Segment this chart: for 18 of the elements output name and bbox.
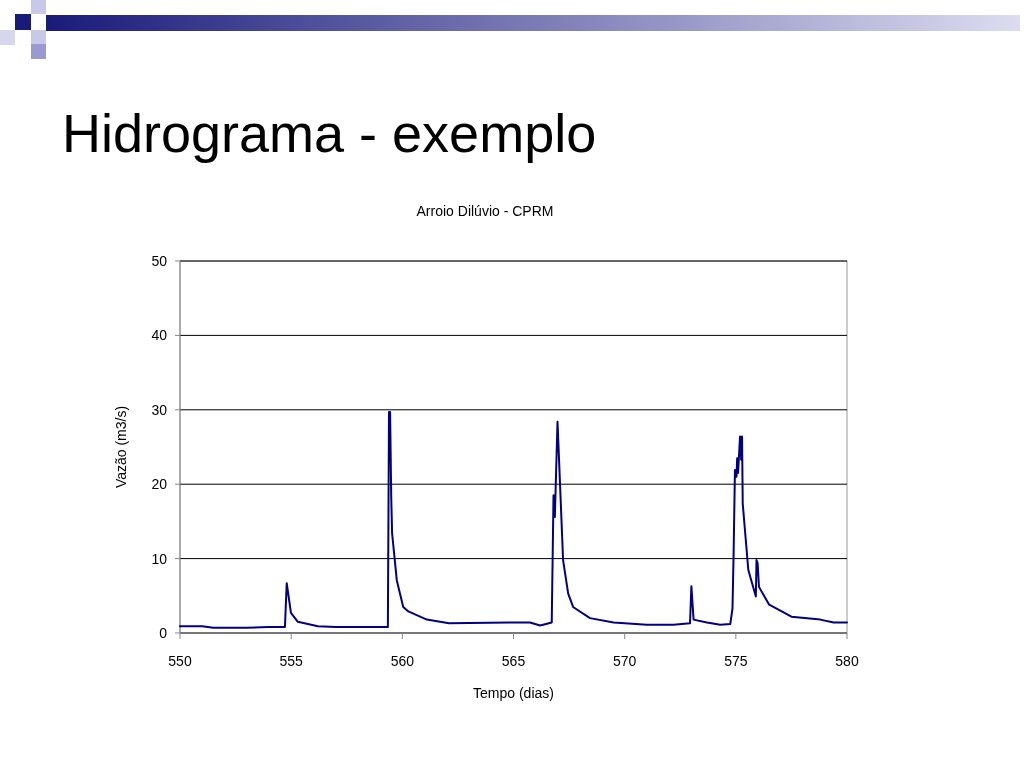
y-tick-label: 40 bbox=[151, 327, 168, 344]
x-tick-label: 565 bbox=[501, 653, 526, 669]
y-tick-label: 0 bbox=[159, 624, 168, 641]
y-tick-label: 10 bbox=[151, 550, 168, 567]
line-series bbox=[179, 411, 848, 629]
x-tick-label: 560 bbox=[390, 653, 415, 669]
chart-subtitle: Arroio Dilúvio - CPRM bbox=[416, 203, 554, 219]
y-tick-label: 20 bbox=[151, 476, 168, 493]
x-tick-label: 550 bbox=[168, 653, 192, 669]
x-tick-label: 575 bbox=[724, 653, 748, 669]
y-tick-label: 30 bbox=[151, 401, 168, 418]
x-axis-title: Tempo (dias) bbox=[473, 685, 554, 701]
y-axis-title: Vazão (m3/s) bbox=[113, 405, 129, 489]
x-tick-label: 580 bbox=[835, 653, 859, 669]
x-tick-label: 555 bbox=[279, 653, 304, 669]
x-tick-label: 570 bbox=[612, 653, 637, 669]
chart-title: Hidrograma - exemplo bbox=[62, 103, 597, 163]
y-tick-label: 50 bbox=[151, 252, 168, 269]
